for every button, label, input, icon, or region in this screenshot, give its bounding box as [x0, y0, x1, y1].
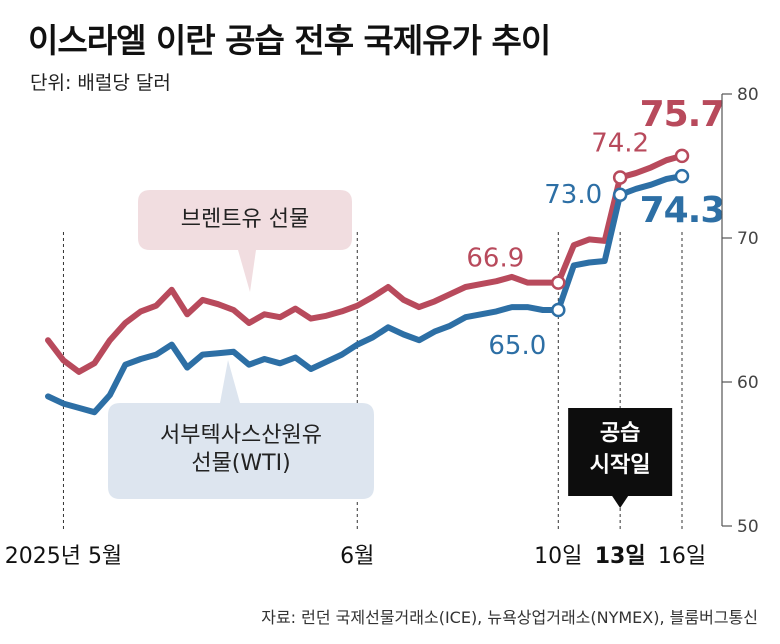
- chart-title: 이스라엘 이란 공습 전후 국제유가 추이: [28, 21, 551, 60]
- wti-line: [45, 173, 685, 416]
- wti-callout-line-2: 선물(WTI): [191, 451, 291, 476]
- marker-layer: [551, 148, 690, 318]
- brent-value-label-0: 66.9: [466, 244, 524, 274]
- y-tick-label-70: 70: [737, 229, 759, 249]
- wti-marker-2: [674, 168, 690, 184]
- wti-value-label-0: 65.0: [488, 331, 546, 361]
- y-tick-label-50: 50: [737, 517, 759, 537]
- wti-callout-line-1: 서부텍사스산원유: [160, 423, 322, 448]
- wti-value-label-2: 74.3: [640, 190, 725, 231]
- event-callout-label: 공습 시작일: [568, 418, 672, 482]
- brent-marker-1: [612, 170, 628, 185]
- brent-callout-box: [138, 190, 352, 292]
- x-tick-label-2: 10일: [534, 544, 582, 569]
- brent-marker-0: [551, 275, 566, 290]
- brent-marker-2: [674, 148, 690, 164]
- callout-layer: [108, 190, 673, 508]
- series-layer: [45, 152, 685, 416]
- wti-callout-box: [108, 360, 374, 499]
- brent-value-label-1: 74.2: [591, 129, 649, 159]
- y-tick-label-80: 80: [737, 85, 759, 105]
- event-callout-box: [568, 408, 673, 508]
- data-label-layer: 66.9 74.275.7 65.0 73.0 74.3: [466, 94, 725, 361]
- y-tick-label-60: 60: [737, 373, 759, 393]
- x-tick-label-4: 16일: [658, 544, 706, 569]
- unit-label: 단위: 배럴당 달러: [30, 72, 171, 94]
- axis-layer: 50 60 70 80 2025년 5월 6월 10일 13일 16일: [5, 85, 759, 569]
- x-tick-label-0: 2025년 5월: [5, 544, 122, 569]
- wti-marker-0: [551, 302, 566, 318]
- brent-callout-label: 브렌트유 선물: [180, 207, 310, 232]
- wti-callout-label: 서부텍사스산원유 선물(WTI): [108, 422, 374, 478]
- brent-value-label-2: 75.7: [640, 94, 725, 135]
- wti-marker-1: [612, 187, 628, 203]
- event-callout-line-2: 시작일: [589, 453, 651, 478]
- brent-line: [45, 152, 685, 375]
- x-tick-label-3: 13일: [595, 544, 646, 569]
- wti-value-label-1: 73.0: [544, 180, 602, 210]
- event-callout-line-1: 공습: [599, 421, 641, 446]
- source-note: 자료: 런던 국제선물거래소(ICE), 뉴욕상업거래소(NYMEX), 블룸버…: [261, 608, 758, 627]
- x-tick-label-1: 6월: [340, 544, 374, 569]
